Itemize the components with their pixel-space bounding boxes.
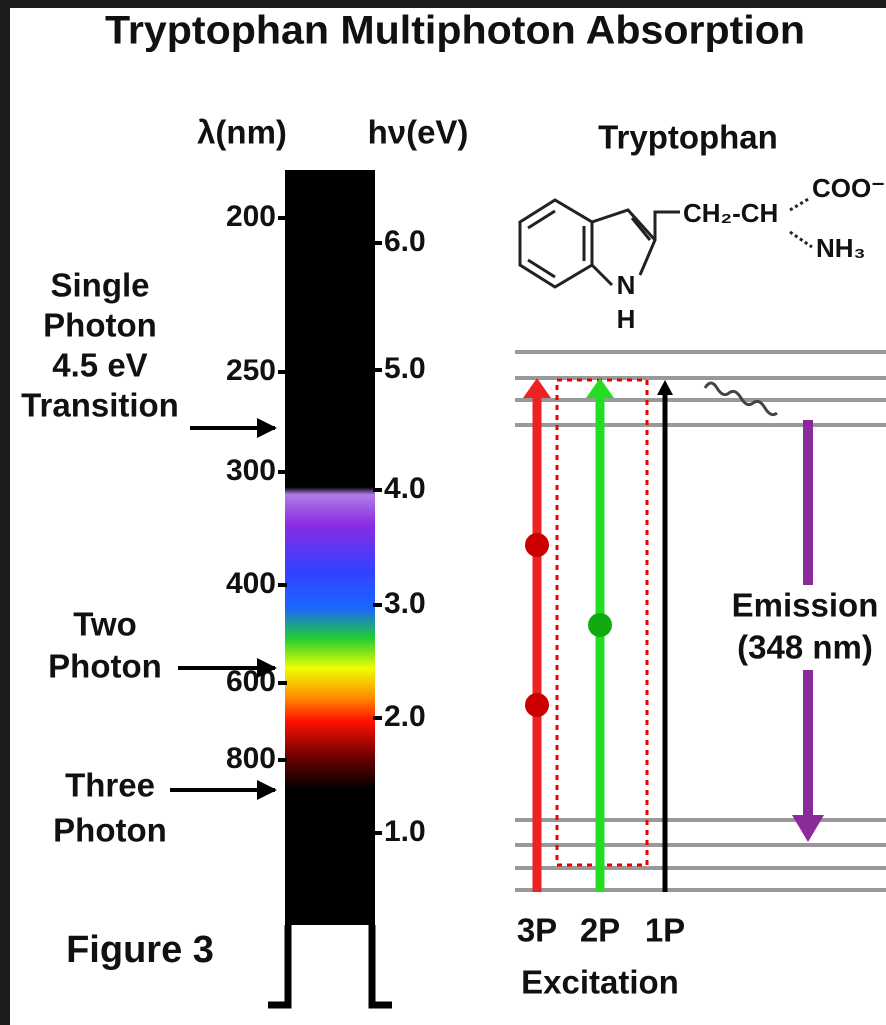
excitation-tag: 1P (645, 912, 685, 949)
arrowhead (523, 378, 551, 398)
energy-ticks: 6.0 5.0 4.0 3.0 2.0 1.0 (373, 225, 426, 848)
energy-header: hν(eV) (368, 114, 469, 151)
emission-text: Emission (732, 587, 879, 624)
photon-label: Photon (53, 812, 167, 849)
arrowhead (792, 815, 824, 842)
wavelength-tick: 400 (226, 567, 276, 600)
energy-tick: 6.0 (384, 225, 426, 258)
bar-legs (268, 925, 392, 1009)
ring-n: N (617, 270, 636, 300)
ring-h: H (617, 304, 636, 334)
emission-label: Emission (348 nm) (732, 587, 879, 666)
carboxyl: COO⁻ (812, 173, 885, 203)
photon-dot (525, 533, 549, 557)
wavelength-tick: 800 (226, 742, 276, 775)
energy-tick: 1.0 (384, 815, 426, 848)
figure-label: Figure 3 (66, 929, 214, 971)
photon-label: 4.5 eV (52, 347, 147, 384)
photon-dot (525, 693, 549, 717)
photon-label: Photon (48, 648, 162, 685)
excitation-label: Excitation (521, 964, 679, 1001)
wavelength-tick: 200 (226, 200, 276, 233)
wavelength-tick: 300 (226, 454, 276, 487)
energy-tick: 5.0 (384, 352, 426, 385)
photon-label: Two (73, 606, 137, 643)
photon-dot (588, 613, 612, 637)
energy-tick: 2.0 (384, 700, 426, 733)
side-chain: CH₂-CH (683, 198, 778, 228)
arrowhead (586, 378, 614, 398)
photon-label: Transition (21, 387, 179, 424)
spectrum-bar (285, 170, 375, 925)
indole-structure (518, 196, 813, 289)
molecule-name: Tryptophan (598, 119, 778, 156)
energy-tick: 3.0 (384, 587, 426, 620)
amine: NH₃ (816, 233, 866, 263)
photon-label: Photon (43, 307, 157, 344)
wavelength-header: λ(nm) (197, 114, 287, 151)
title: Tryptophan Multiphoton Absorption (105, 9, 805, 53)
emission-text: (348 nm) (737, 629, 873, 666)
energy-levels (515, 350, 886, 892)
wavelength-tick: 250 (226, 354, 276, 387)
photon-label: Three (65, 767, 155, 804)
excitation-tag: 3P (517, 912, 557, 949)
excitation-tag: 2P (580, 912, 620, 949)
photon-label: Single (50, 267, 149, 304)
arrowhead (657, 380, 673, 395)
energy-tick: 4.0 (384, 472, 426, 505)
background (10, 8, 886, 1025)
relaxation-squiggle (703, 381, 778, 417)
excitation-labels: 3P 2P 1P (517, 912, 685, 949)
